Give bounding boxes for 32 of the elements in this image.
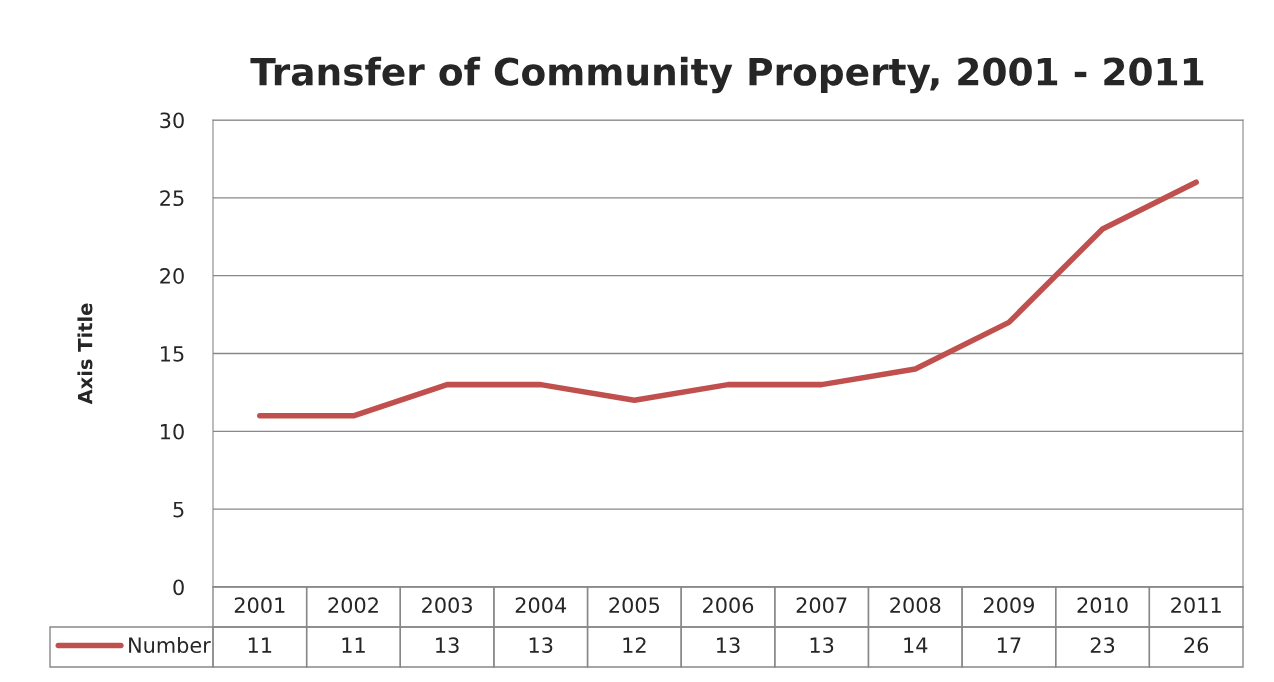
x-tick-label: 2010 — [1077, 597, 1128, 614]
data-label: 11 — [342, 637, 365, 653]
data-label: 13 — [717, 637, 740, 654]
x-tick-label: 2002 — [328, 597, 378, 614]
x-tick-label: 2004 — [515, 597, 567, 614]
x-tick-label: 2011 — [1171, 597, 1221, 614]
data-label: 23 — [1090, 637, 1115, 654]
chart-title: Transfer of Community Property, 2001 - 2011 — [250, 56, 1204, 94]
x-tick-label: 2006 — [703, 597, 754, 614]
y-tick-label: 5 — [173, 501, 184, 518]
y-tick-label: 10 — [161, 423, 184, 440]
data-label: 13 — [436, 637, 459, 654]
data-label: 13 — [529, 637, 553, 654]
y-tick-label: 25 — [160, 190, 184, 207]
x-tick-label: 2003 — [422, 597, 472, 614]
y-tick-label: 30 — [160, 112, 184, 129]
x-tick-label: 2001 — [234, 597, 285, 614]
data-label: 17 — [997, 637, 1021, 653]
x-tick-label: 2007 — [796, 597, 847, 614]
y-axis-title: Axis Title — [77, 303, 93, 405]
legend-label: Number — [129, 636, 211, 654]
data-label: 11 — [248, 637, 272, 653]
y-tick-label: 0 — [173, 579, 184, 596]
y-tick-label: 15 — [161, 346, 184, 362]
x-tick-label: 2009 — [983, 597, 1034, 614]
data-label: 14 — [904, 637, 928, 653]
x-tick-label: 2005 — [609, 597, 660, 614]
data-label: 12 — [623, 637, 646, 653]
y-tick-label: 20 — [160, 268, 184, 284]
data-label: 13 — [810, 637, 834, 654]
x-tick-label: 2008 — [890, 597, 941, 614]
data-label: 26 — [1184, 637, 1209, 654]
